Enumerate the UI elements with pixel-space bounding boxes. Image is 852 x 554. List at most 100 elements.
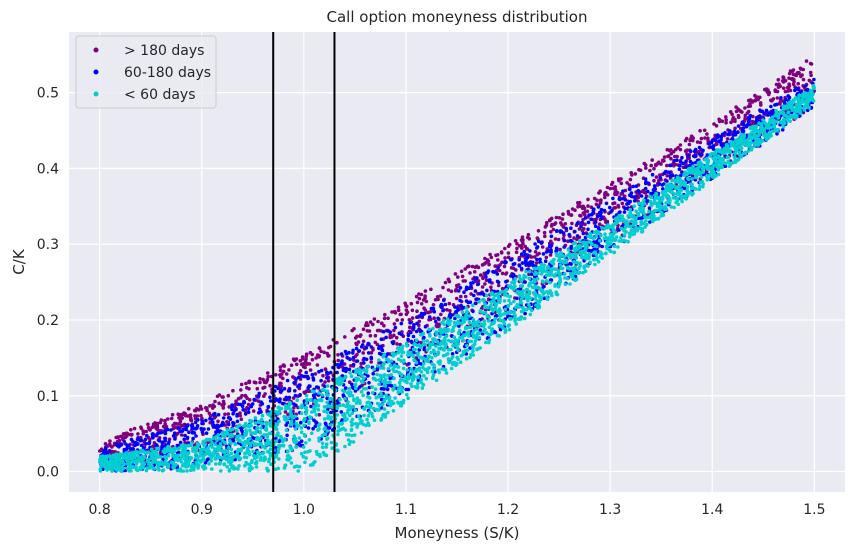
data-point (138, 438, 143, 443)
data-point (717, 119, 722, 124)
data-point (532, 255, 537, 259)
data-point (401, 366, 406, 371)
data-point (268, 431, 273, 436)
data-point (667, 170, 672, 175)
data-point (770, 99, 774, 103)
data-point (517, 244, 522, 248)
data-point (216, 412, 221, 417)
data-point (361, 393, 366, 398)
data-point (375, 328, 380, 333)
data-point (535, 276, 540, 281)
data-point (316, 407, 321, 412)
data-point (238, 395, 243, 400)
data-point (199, 413, 203, 418)
data-point (250, 402, 255, 406)
data-point (573, 241, 578, 245)
data-point (548, 280, 552, 285)
data-point (284, 397, 288, 402)
data-point (575, 221, 580, 226)
data-point (268, 453, 273, 458)
data-point (483, 282, 487, 286)
data-point (354, 386, 358, 391)
data-point (570, 207, 575, 211)
data-point (154, 443, 158, 448)
data-point (352, 398, 356, 403)
data-point (439, 331, 443, 335)
data-point (639, 194, 644, 198)
data-point (196, 418, 200, 422)
data-point (563, 282, 568, 287)
data-point (696, 162, 701, 166)
data-point (200, 430, 205, 434)
data-point (605, 185, 610, 190)
data-point (239, 388, 243, 392)
data-point (496, 258, 500, 262)
data-point (171, 423, 175, 428)
data-point (425, 310, 430, 315)
data-point (266, 374, 271, 379)
data-point (166, 417, 170, 421)
data-point (487, 262, 491, 267)
data-point (388, 363, 393, 368)
data-point (354, 370, 358, 375)
data-point (595, 239, 599, 243)
data-point (167, 440, 171, 444)
data-point (688, 149, 693, 154)
data-point (307, 438, 312, 442)
data-point (283, 410, 288, 414)
data-point (306, 450, 310, 454)
data-point (561, 231, 566, 235)
data-point (392, 328, 396, 333)
data-point (746, 104, 751, 109)
data-point (456, 308, 460, 312)
data-point (618, 197, 622, 202)
data-point (144, 429, 148, 434)
data-point (362, 361, 366, 365)
data-point (548, 253, 553, 257)
data-point (276, 450, 281, 455)
data-point (284, 372, 289, 376)
data-point (622, 210, 627, 214)
data-point (464, 325, 468, 330)
data-point (200, 419, 205, 424)
data-point (304, 362, 309, 367)
data-point (427, 315, 432, 319)
data-point (697, 152, 702, 156)
data-point (612, 201, 617, 205)
data-point (632, 204, 637, 208)
data-point (619, 181, 624, 186)
data-point (503, 307, 508, 312)
data-point (108, 439, 112, 443)
data-point (317, 413, 322, 417)
data-point (193, 427, 198, 431)
data-point (135, 442, 140, 446)
data-point (685, 185, 690, 189)
data-point (159, 430, 163, 435)
data-point (509, 266, 514, 270)
data-point (343, 396, 347, 401)
data-point (506, 251, 511, 255)
data-point (422, 373, 426, 378)
data-point (335, 370, 339, 375)
data-point (293, 389, 297, 393)
data-point (423, 308, 428, 312)
data-point (304, 370, 309, 375)
data-point (432, 309, 437, 314)
data-point (202, 427, 206, 431)
data-point (524, 246, 529, 251)
data-point (388, 330, 393, 334)
data-point (535, 236, 540, 240)
data-point (551, 227, 556, 232)
data-point (666, 154, 670, 159)
data-point (176, 412, 180, 417)
data-point (558, 230, 563, 234)
data-point (432, 316, 437, 321)
data-point (423, 289, 428, 293)
data-point (405, 392, 409, 397)
data-point (379, 361, 383, 365)
data-point (258, 377, 262, 381)
data-point (673, 147, 678, 152)
data-point (419, 302, 424, 306)
data-point (446, 329, 450, 333)
data-point (410, 316, 415, 320)
